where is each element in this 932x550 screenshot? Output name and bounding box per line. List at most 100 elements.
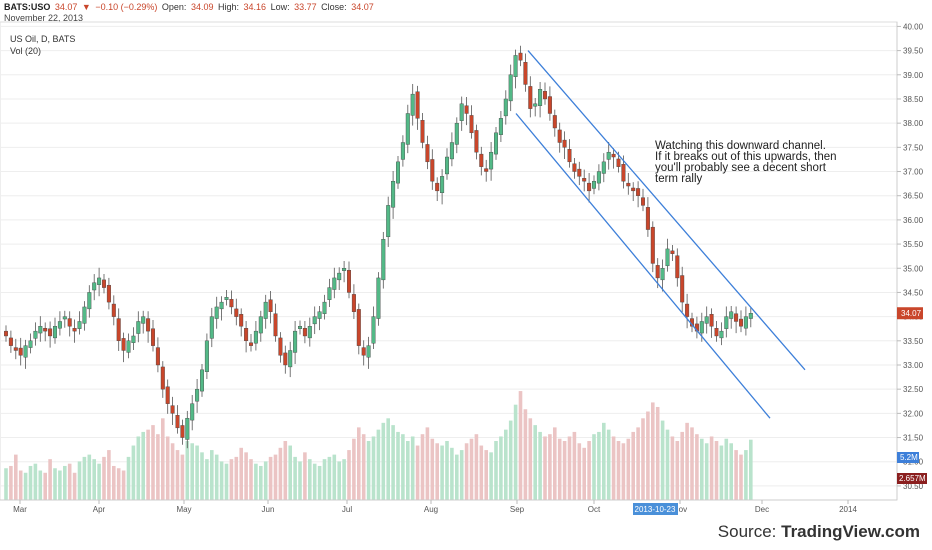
candle-body bbox=[268, 299, 273, 312]
candle-body bbox=[405, 113, 410, 145]
volume-bar bbox=[401, 434, 405, 500]
volume-bars bbox=[4, 391, 753, 500]
volume-bar bbox=[67, 463, 72, 500]
candle-body bbox=[18, 347, 23, 356]
volume-bar bbox=[107, 450, 111, 500]
last-price: 34.07 bbox=[54, 2, 78, 12]
down-arrow-icon: ▼ bbox=[81, 2, 91, 12]
candle-body bbox=[253, 330, 258, 344]
volume-bar bbox=[376, 429, 381, 500]
candle-body bbox=[611, 153, 616, 158]
volume-bar bbox=[504, 429, 508, 500]
time-tick-label: Sep bbox=[510, 505, 525, 514]
volume-bar bbox=[33, 463, 38, 500]
price-tick-label: 38.00 bbox=[903, 119, 924, 128]
candle-body bbox=[283, 352, 288, 366]
time-tick-label: Dec bbox=[755, 505, 769, 514]
candle-body bbox=[396, 161, 401, 184]
volume-bar bbox=[263, 461, 268, 500]
volume-bar bbox=[592, 434, 596, 500]
volume-bar bbox=[440, 445, 444, 500]
candle-body bbox=[48, 328, 53, 337]
volume-bar bbox=[636, 427, 640, 500]
volume-bar bbox=[308, 459, 312, 500]
candle-body bbox=[106, 284, 111, 303]
price-tick-label: 40.00 bbox=[903, 22, 924, 31]
volume-bar bbox=[518, 391, 523, 500]
header-date: November 22, 2013 bbox=[4, 13, 84, 23]
symbol-name: BATS:USO bbox=[4, 2, 51, 12]
volume-bar bbox=[136, 436, 141, 500]
candle-body bbox=[484, 168, 489, 172]
candle-body bbox=[557, 129, 562, 143]
candle-body bbox=[400, 142, 405, 160]
price-axis: 30.5031.0031.5032.0032.5033.0033.5034.00… bbox=[896, 22, 927, 500]
volume-bar bbox=[185, 441, 190, 500]
price-tick-label: 36.00 bbox=[903, 216, 924, 225]
volume-bar bbox=[459, 450, 464, 500]
volume-bar bbox=[156, 434, 160, 500]
volume-bar bbox=[631, 431, 635, 500]
candle-body bbox=[543, 91, 548, 100]
candle-body bbox=[219, 301, 224, 310]
price-tick-label: 32.00 bbox=[903, 409, 924, 418]
candle-body bbox=[704, 316, 709, 324]
candle-body bbox=[312, 316, 317, 325]
volume-bar bbox=[606, 429, 611, 500]
candle-body bbox=[92, 282, 97, 291]
volume-bar bbox=[582, 447, 586, 500]
volume-bar bbox=[484, 450, 488, 500]
volume-bar bbox=[229, 459, 234, 500]
volume-bar bbox=[474, 434, 479, 500]
volume-bar bbox=[195, 445, 199, 500]
high-value: 34.16 bbox=[243, 2, 267, 12]
price-tick-label: 39.00 bbox=[903, 71, 924, 80]
candle-body bbox=[337, 272, 342, 281]
candle-body bbox=[356, 309, 361, 346]
candle-body bbox=[3, 330, 8, 337]
candle-body bbox=[596, 171, 601, 184]
volume-bar bbox=[175, 450, 180, 500]
volume-bar bbox=[23, 472, 28, 500]
volume-bar bbox=[131, 445, 136, 500]
low-label: Low: bbox=[270, 2, 290, 12]
candle-body bbox=[626, 182, 631, 187]
candle-body bbox=[116, 318, 121, 342]
candle-body bbox=[214, 306, 219, 319]
candle-body bbox=[244, 328, 249, 342]
time-tick-label: May bbox=[176, 505, 191, 514]
volume-bar bbox=[655, 406, 660, 500]
price-tick-label: 35.50 bbox=[903, 240, 924, 249]
candle-body bbox=[391, 180, 396, 208]
volume-bar bbox=[288, 445, 292, 500]
low-value: 33.77 bbox=[294, 2, 317, 12]
candle-body bbox=[87, 292, 92, 310]
volume-bar bbox=[489, 452, 493, 500]
volume-bar bbox=[112, 465, 116, 500]
volume-bar bbox=[317, 465, 322, 500]
volume-bar bbox=[464, 443, 469, 500]
candle-body bbox=[366, 345, 371, 358]
candle-body bbox=[332, 277, 337, 290]
candle-body bbox=[199, 369, 204, 392]
volume-bar bbox=[577, 443, 582, 500]
candle-body bbox=[474, 130, 479, 153]
candle-body bbox=[204, 340, 209, 372]
annotation-line: Watching this downward channel. bbox=[655, 140, 826, 152]
candle-body bbox=[503, 98, 508, 117]
volume-bar bbox=[254, 463, 258, 500]
candle-body bbox=[288, 350, 293, 368]
annotation-line: you'll probably see a decent short bbox=[655, 162, 827, 174]
source-credit: Source: TradingView.com bbox=[718, 522, 920, 542]
volume-bar bbox=[58, 470, 62, 500]
candle-body bbox=[577, 168, 582, 177]
candle-body bbox=[479, 153, 484, 167]
price-tick-label: 38.50 bbox=[903, 95, 924, 104]
volume-bar bbox=[410, 436, 415, 500]
volume-bar bbox=[239, 447, 243, 500]
candle-body bbox=[376, 277, 381, 319]
candle-body bbox=[175, 415, 180, 429]
volume-bar bbox=[210, 450, 214, 500]
chart-legend: US Oil, D, BATS Vol (20) bbox=[10, 33, 75, 57]
